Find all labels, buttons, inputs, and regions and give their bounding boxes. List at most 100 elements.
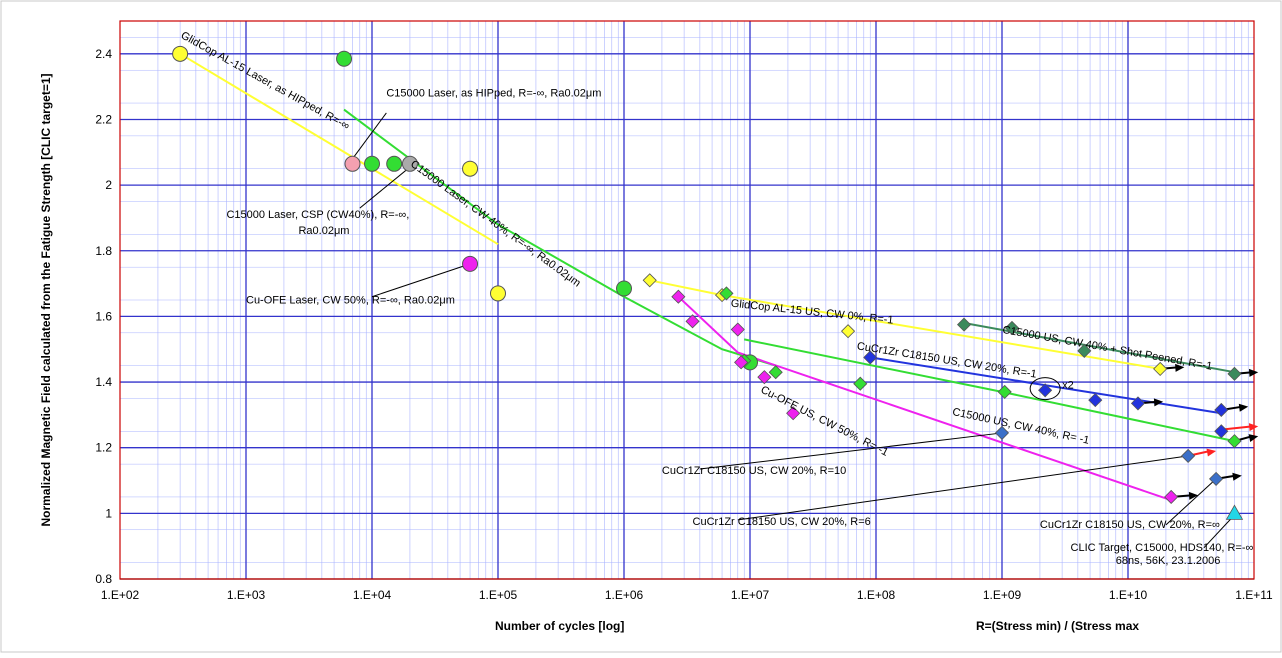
run-out-arrowhead [1248, 368, 1259, 377]
run-out-arrowhead [1248, 423, 1259, 432]
data-point-circle [344, 155, 361, 172]
data-point-diamond [757, 370, 772, 385]
data-point-diamond [840, 324, 856, 339]
callout-line [371, 265, 466, 298]
x-axis-label-secondary: R=(Stress min) / (Stress max [976, 619, 1139, 633]
data-point-diamond [994, 425, 1010, 441]
highlight-ellipse [1029, 377, 1061, 401]
run-out-arrow [1221, 425, 1253, 431]
data-point-circle [462, 160, 479, 177]
data-point-diamond [1153, 361, 1168, 376]
y-tick-labels: 0.8 1 1.2 1.4 1.6 1.8 2 2.2 2.4 [95, 47, 112, 586]
data-point-circle [616, 280, 632, 297]
data-point-diamond [1181, 448, 1196, 463]
trend-line [179, 52, 499, 246]
data-point-circle [172, 45, 189, 62]
data-point-diamond [863, 350, 878, 365]
x-tick-label: 1.E+07 [731, 588, 770, 602]
plot-area-border [119, 20, 1255, 580]
trend-line [677, 295, 1172, 502]
data-point-diamond [1130, 396, 1146, 411]
grid-group [120, 21, 1254, 580]
x-tick-label: 1.E+06 [605, 588, 644, 602]
data-point-diamond [685, 314, 700, 329]
x-tick-label: 1.E+02 [101, 588, 140, 602]
data-point-diamond [957, 317, 972, 332]
data-point-diamond [671, 289, 686, 304]
annotation-cucrzr-rinf: CuCr1Zr C18150 US, CW 20%, R=∞ [1040, 519, 1220, 531]
run-out-arrowhead [1206, 448, 1217, 457]
x-tick-labels: 1.E+02 1.E+03 1.E+04 1.E+05 1.E+06 1.E+07 1.E+… [101, 588, 1273, 602]
callout-lines-group [352, 112, 1235, 549]
callout-line [737, 455, 1189, 521]
data-point-diamond [997, 384, 1012, 399]
data-point-diamond [853, 376, 868, 391]
annotation-x2: x2 [1062, 380, 1074, 392]
run-out-arrowhead [1188, 491, 1199, 500]
data-point-diamond [1004, 320, 1020, 335]
annotation-clic-target-2: 68ns, 56K, 23.1.2006 [1116, 555, 1221, 567]
data-point-diamond [730, 322, 745, 337]
annotation-cu-ofe-laser: Cu-OFE Laser, CW 50%, R=-∞, Ra0.02μm [246, 294, 455, 306]
data-points-group [172, 45, 1244, 520]
annotation-cucrzr-r10: CuCr1Zr C18150 US, CW 20%, R=10 [662, 465, 846, 477]
callout-line [1203, 514, 1235, 549]
run-out-arrowhead [1248, 434, 1259, 442]
y-tick-label: 2.2 [95, 112, 112, 126]
data-point-triangle [1225, 504, 1244, 520]
callout-line [359, 166, 411, 209]
data-point-diamond [1038, 383, 1053, 398]
y-tick-label: 1.2 [95, 441, 112, 455]
annotation-c15000-hipped: C15000 Laser, as HIPped, R=-∞, Ra0.02μm [386, 87, 601, 99]
y-tick-label: 1.8 [95, 244, 112, 258]
data-point-diamond [786, 406, 801, 421]
callout-line [1165, 478, 1217, 526]
annotation-c15000-csp: C15000 Laser, CSP (CW40%), R=-∞, [226, 209, 409, 221]
data-point-diamond [768, 365, 783, 380]
data-point-circle [401, 155, 418, 172]
y-tick-label: 2 [105, 178, 112, 192]
data-point-diamond [1164, 489, 1179, 505]
run-out-arrowhead [1153, 398, 1164, 407]
data-point-diamond [642, 273, 657, 288]
data-point-diamond [1209, 471, 1224, 486]
data-point-diamond [1227, 366, 1242, 381]
data-point-diamond [1214, 402, 1229, 418]
x-tick-label: 1.E+03 [227, 588, 266, 602]
x-axis-label: Number of cycles [log] [495, 619, 624, 633]
data-point-circle [336, 50, 353, 67]
annotation-cucrzr-r6: CuCr1Zr C18150 US, CW 20%, R=6 [693, 516, 871, 528]
x-tick-label: 1.E+09 [983, 588, 1022, 602]
x-tick-label: 1.E+10 [1109, 588, 1148, 602]
x-tick-label: 1.E+08 [857, 588, 896, 602]
callout-line [699, 432, 1003, 470]
annotation-c15000-csp-line2: Ra0.02μm [298, 225, 349, 237]
run-out-arrowhead [1232, 472, 1242, 481]
data-point-circle [462, 255, 479, 272]
x-tick-label: 1.E+11 [1235, 588, 1273, 602]
run-out-arrows-group [1137, 363, 1259, 500]
y-tick-label: 1.6 [95, 309, 112, 323]
data-point-diamond [734, 355, 749, 370]
callout-line [352, 112, 387, 160]
data-point-diamond [719, 286, 734, 301]
y-tick-label: 2.4 [95, 47, 112, 61]
x-tick-label: 1.E+05 [479, 588, 518, 602]
y-tick-label: 1.4 [95, 375, 112, 389]
data-point-circle [386, 155, 403, 172]
run-out-arrowhead [1238, 403, 1249, 412]
annotation-clic-target: CLIC Target, C15000, HDS140, R=-∞ [1071, 542, 1254, 554]
data-point-diamond [1088, 393, 1103, 408]
data-point-diamond [1077, 343, 1092, 358]
x-tick-label: 1.E+04 [353, 588, 392, 602]
run-out-arrowhead [1175, 363, 1185, 372]
data-point-circle [490, 285, 506, 302]
data-point-diamond [1227, 434, 1242, 449]
y-tick-label: 1 [105, 506, 112, 520]
data-point-diamond [1214, 424, 1229, 439]
y-tick-label: 0.8 [95, 572, 112, 586]
trend-line [343, 108, 776, 367]
